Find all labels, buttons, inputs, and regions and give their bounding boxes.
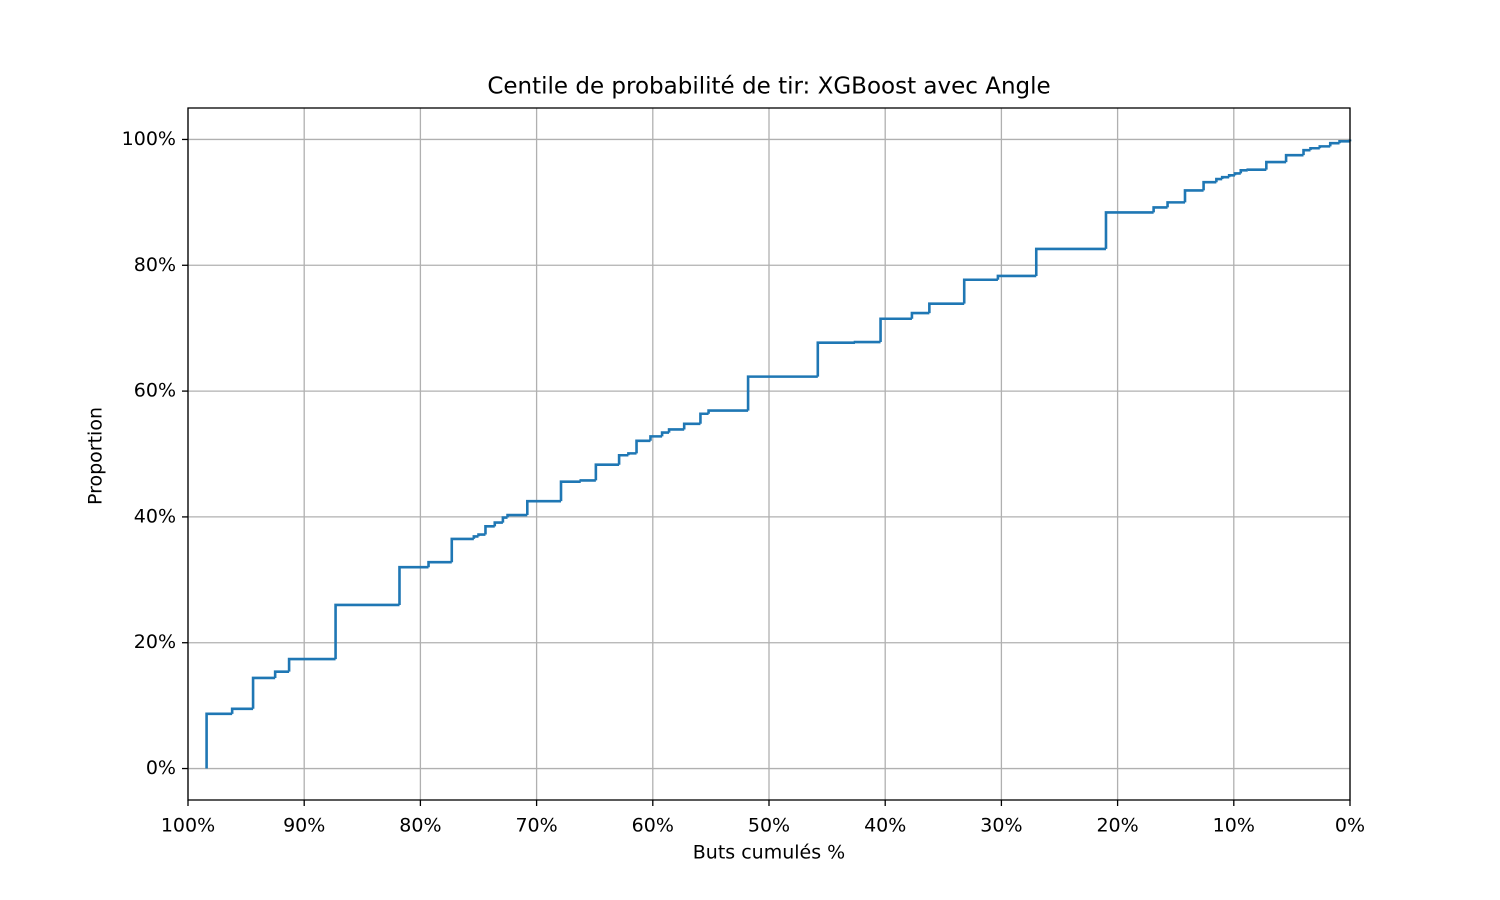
- y-tick-label: 0%: [146, 757, 176, 779]
- step-segment: [928, 302, 965, 314]
- step-segment: [251, 676, 276, 709]
- step-segment: [1328, 141, 1340, 147]
- step-segment: [1166, 201, 1185, 208]
- x-tick-label: 90%: [283, 815, 325, 837]
- step-segment: [501, 516, 508, 523]
- step-segment: [334, 603, 400, 660]
- step-segment: [996, 274, 1037, 280]
- plot-frame: [187, 107, 1351, 801]
- x-axis-label: Buts cumulés %: [693, 842, 845, 864]
- step-segment: [559, 480, 581, 502]
- step-segment: [1318, 145, 1331, 149]
- step-segment: [398, 565, 429, 605]
- x-tick-label: 70%: [515, 815, 557, 837]
- step-segment: [1104, 211, 1154, 249]
- y-tick-label: 100%: [122, 128, 176, 150]
- step-segment: [1302, 148, 1311, 156]
- step-segment: [667, 428, 685, 433]
- step-segment: [1202, 180, 1217, 191]
- step-segment: [816, 341, 855, 377]
- step-segment: [506, 513, 528, 518]
- step-segment: [230, 707, 254, 714]
- step-segment: [1034, 247, 1106, 276]
- x-tick-label: 30%: [980, 815, 1022, 837]
- step-segment: [594, 463, 620, 481]
- step-segment: [707, 409, 749, 414]
- step-segment: [1239, 168, 1248, 174]
- x-tick-label: 0%: [1335, 815, 1365, 837]
- step-segment: [853, 340, 881, 344]
- step-segment: [617, 453, 629, 465]
- step-segment: [477, 533, 486, 537]
- y-tick-label: 20%: [134, 631, 176, 653]
- x-tick-label: 50%: [748, 815, 790, 837]
- step-segment: [1265, 160, 1287, 170]
- step-segment: [682, 422, 701, 430]
- x-tick-label: 40%: [864, 815, 906, 837]
- step-segment: [273, 670, 290, 678]
- step-segment: [962, 278, 998, 304]
- x-tick-label: 20%: [1096, 815, 1138, 837]
- step-segment: [205, 712, 233, 769]
- step-segment: [1246, 168, 1267, 171]
- step-segment: [493, 521, 503, 527]
- step-segment: [1338, 140, 1350, 144]
- step-segment: [746, 375, 818, 411]
- step-segment: [660, 431, 670, 437]
- x-tick-label: 80%: [399, 815, 441, 837]
- x-tick-label: 100%: [161, 815, 215, 837]
- step-segment: [484, 525, 495, 535]
- y-axis-label: Proportion: [85, 407, 107, 505]
- step-segment: [1309, 146, 1320, 151]
- step-segment: [1227, 174, 1235, 178]
- step-segment: [427, 560, 452, 568]
- step-segment: [450, 537, 474, 563]
- chart-title: Centile de probabilité de tir: XGBoost a…: [487, 74, 1050, 100]
- y-tick-label: 60%: [134, 380, 176, 402]
- step-segment: [1183, 189, 1204, 203]
- step-segment: [1233, 172, 1241, 176]
- x-tick-label: 10%: [1213, 815, 1255, 837]
- step-segment: [910, 311, 930, 319]
- step-segment: [649, 435, 663, 441]
- step-segment: [526, 499, 562, 516]
- step-segment: [1284, 153, 1304, 163]
- y-tick-label: 80%: [134, 254, 176, 276]
- step-segment: [627, 452, 637, 456]
- step-segment: [579, 479, 596, 482]
- step-segment: [287, 657, 336, 672]
- step-segment: [635, 439, 651, 454]
- step-segment: [472, 535, 479, 539]
- step-segment: [879, 317, 912, 343]
- x-tick-label: 60%: [632, 815, 674, 837]
- step-segment: [699, 412, 709, 424]
- step-segment: [1152, 206, 1168, 213]
- step-segment: [1220, 175, 1230, 180]
- step-segment: [1215, 177, 1223, 183]
- y-tick-label: 40%: [134, 505, 176, 527]
